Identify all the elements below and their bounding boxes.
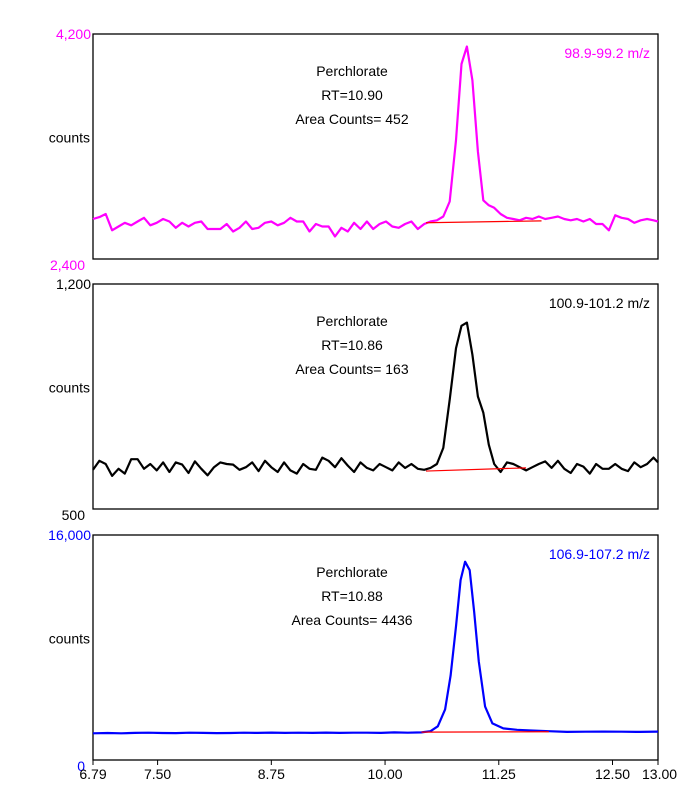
panel2-baseline: [425, 467, 527, 472]
panel2-ymin-label: 500: [62, 507, 86, 523]
panel1-ymax-label: 4,200: [56, 26, 91, 42]
panel3-annotation-line-1: Perchlorate: [316, 564, 388, 580]
x-tick-label-2: 8.75: [258, 766, 285, 782]
panel3-mz-label: 106.9-107.2 m/z: [549, 546, 650, 562]
panel2-annotation-line-3: Area Counts= 163: [295, 361, 408, 377]
panel2-ylabel: counts: [49, 380, 90, 396]
panel3-ylabel: counts: [49, 631, 90, 647]
panel3-annotation-line-2: RT=10.88: [321, 588, 383, 604]
panel1-annotation-line-1: Perchlorate: [316, 63, 388, 79]
x-tick-label-4: 11.25: [482, 766, 516, 782]
panel1-group: 4,200 2,400 counts 98.9-99.2 m/z Perchlorate…: [49, 26, 659, 273]
panel1-annotation-line-3: Area Counts= 452: [295, 111, 408, 127]
panel1-baseline: [425, 220, 542, 224]
panel3-trace: [92, 560, 659, 735]
panel2-trace: [92, 321, 659, 477]
panel2-ymax-label: 1,200: [56, 276, 91, 292]
panel1-trace: [92, 45, 659, 238]
panel3-ymax-label: 16,000: [48, 527, 91, 543]
panel2-annotation-line-1: Perchlorate: [316, 313, 388, 329]
panel1-frame: [92, 33, 659, 260]
x-tick-label-5: 12.50: [595, 766, 630, 782]
x-tick-label-6: 13.00: [642, 766, 677, 782]
panel1-mz-label: 98.9-99.2 m/z: [564, 45, 650, 61]
panel3-ymin-label: 0: [77, 758, 85, 774]
panel1-ymin-label: 2,400: [50, 257, 85, 273]
x-tick-label-3: 10.00: [368, 766, 403, 782]
panel3-annotation-line-3: Area Counts= 4436: [291, 612, 412, 628]
panel3-frame: [92, 534, 659, 761]
panel3-group: 16,000 0 counts 106.9-107.2 m/z Perchlorate R…: [48, 527, 659, 774]
panel2-frame: [92, 283, 659, 510]
x-tick-label-1: 7.50: [144, 766, 171, 782]
x-axis: 6.79 7.50 8.75 10.00 11.25 12.50 13.00: [79, 760, 677, 782]
x-tick-label-0: 6.79: [79, 766, 106, 782]
panel1-annotation-line-2: RT=10.90: [321, 87, 383, 103]
panel2-group: 1,200 500 counts 100.9-101.2 m/z Perchlorate…: [49, 276, 659, 523]
panel2-annotation-line-2: RT=10.86: [321, 337, 383, 353]
panel1-ylabel: counts: [49, 130, 90, 146]
panel2-mz-label: 100.9-101.2 m/z: [549, 295, 650, 311]
